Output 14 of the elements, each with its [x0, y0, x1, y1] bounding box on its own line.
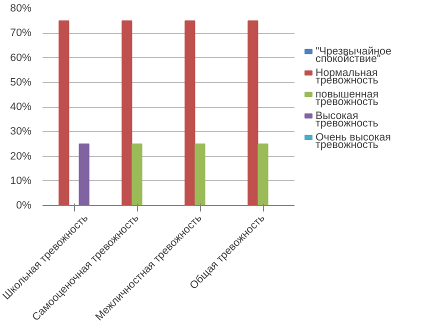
y-tick-label: 30% [10, 126, 32, 138]
legend-label: Нормальная тревожность [316, 66, 379, 87]
y-tick-label: 40% [10, 101, 32, 113]
y-tick-label: 60% [10, 52, 32, 64]
y-tick-label: 20% [10, 150, 32, 162]
legend-label: Очень высокая тревожность [316, 131, 392, 152]
y-tick-label: 0% [16, 200, 32, 212]
y-tick-label: 70% [10, 27, 32, 40]
y-tick-label: 10% [10, 174, 32, 187]
y-tick-label: 80% [10, 2, 32, 14]
legend-label: повышенная тревожность [316, 88, 379, 108]
legend-label: Высокая тревожность [316, 110, 379, 130]
y-tick-label: 50% [10, 76, 32, 88]
legend-label: "Чрезвычайное спокойствие" [316, 45, 392, 66]
